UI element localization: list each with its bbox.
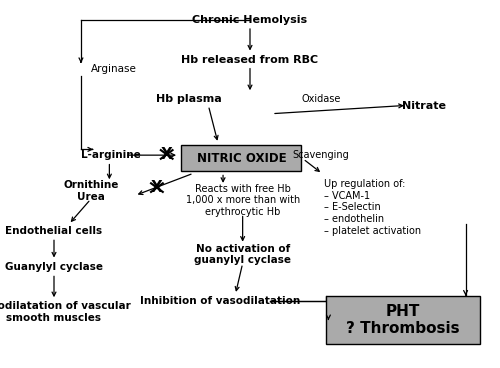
- Text: Chronic Hemolysis: Chronic Hemolysis: [192, 15, 308, 25]
- Text: X: X: [161, 147, 172, 162]
- Text: Guanylyl cyclase: Guanylyl cyclase: [5, 262, 103, 272]
- Text: X: X: [151, 180, 163, 195]
- Text: PHT
? Thrombosis: PHT ? Thrombosis: [346, 304, 460, 336]
- Text: Ornithine
Urea: Ornithine Urea: [63, 180, 118, 202]
- Text: Vasodilatation of vascular
smooth muscles: Vasodilatation of vascular smooth muscle…: [0, 301, 131, 323]
- Text: Up regulation of:
– VCAM-1
– E-Selectin
– endothelin
– platelet activation: Up regulation of: – VCAM-1 – E-Selectin …: [324, 179, 420, 236]
- Text: No activation of
guanylyl cyclase: No activation of guanylyl cyclase: [194, 244, 291, 265]
- Text: L-arginine: L-arginine: [81, 150, 140, 160]
- Text: Endothelial cells: Endothelial cells: [6, 226, 102, 236]
- Text: Inhibition of vasodilatation: Inhibition of vasodilatation: [140, 296, 300, 306]
- FancyBboxPatch shape: [326, 296, 480, 344]
- Text: Scavenging: Scavenging: [292, 150, 350, 160]
- Text: Nitrate: Nitrate: [402, 102, 446, 112]
- FancyBboxPatch shape: [182, 145, 302, 171]
- Text: Arginase: Arginase: [91, 64, 136, 74]
- Text: Reacts with free Hb
1,000 x more than with
erythrocytic Hb: Reacts with free Hb 1,000 x more than wi…: [186, 184, 300, 217]
- Text: NITRIC OXIDE: NITRIC OXIDE: [196, 152, 286, 165]
- Text: Hb released from RBC: Hb released from RBC: [182, 54, 318, 64]
- Text: Hb plasma: Hb plasma: [156, 94, 222, 104]
- Text: Oxidase: Oxidase: [302, 94, 341, 104]
